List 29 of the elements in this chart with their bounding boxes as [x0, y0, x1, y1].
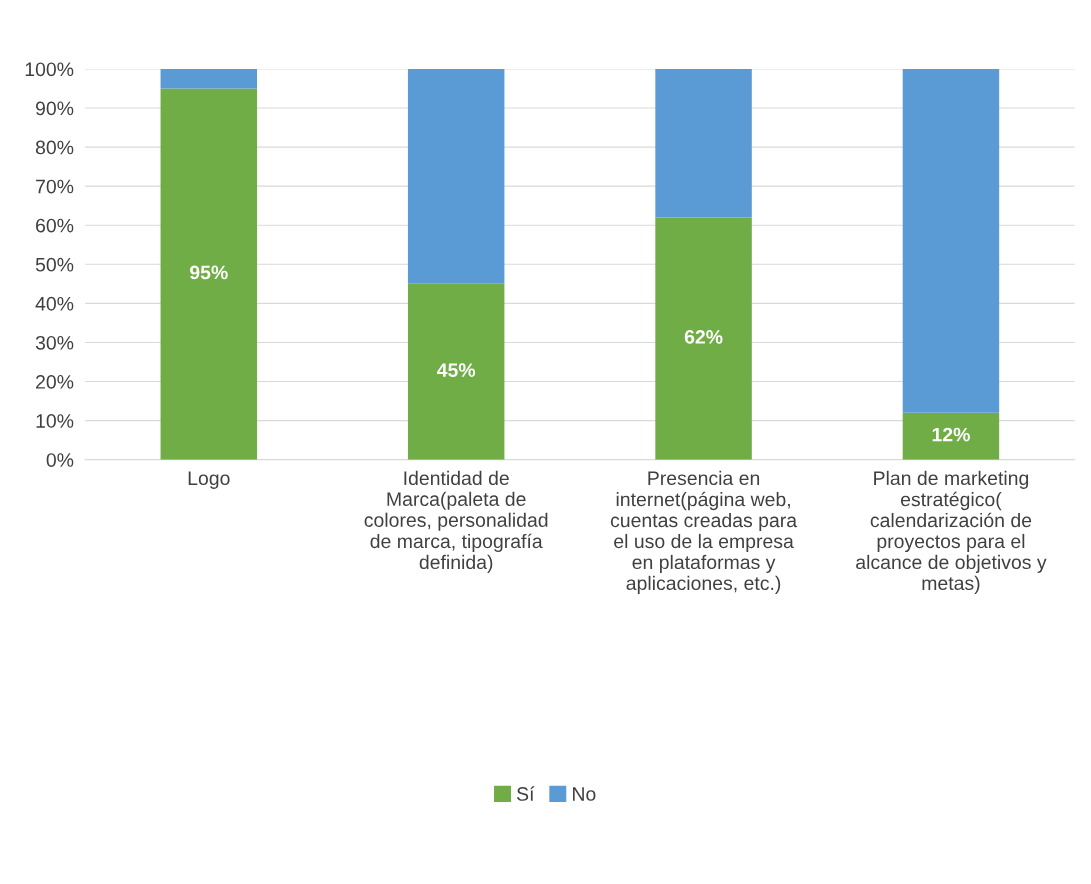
y-tick-label: 70%	[36, 179, 74, 194]
x-tick-label: Logo	[188, 471, 230, 489]
y-tick-label: 60%	[36, 218, 74, 233]
legend-label: Sí	[516, 786, 535, 801]
y-tick-label: 30%	[35, 335, 74, 350]
y-tick-label: 10%	[36, 414, 74, 428]
legend-label: No	[573, 787, 596, 801]
bar	[655, 68, 752, 218]
y-tick-label: 0%	[46, 453, 74, 467]
bar	[902, 68, 1000, 413]
y-tick-label: 50%	[35, 257, 74, 272]
y-tick-label: 20%	[36, 375, 74, 389]
x-tick-label: Plan de marketing estratégico( calendarización de proyectos para el alcance de objetivos y metas)	[856, 470, 1047, 594]
y-tick-label: 40%	[35, 296, 74, 311]
bar	[655, 217, 752, 460]
x-tick-label: Identidad de Marca(paleta de colores, personalidad de marca, tipografía definida)	[364, 470, 548, 573]
bar	[407, 68, 505, 284]
bar	[902, 412, 1000, 460]
bar	[407, 283, 505, 460]
data-label: 45%	[437, 363, 476, 377]
data-label: 12%	[932, 427, 970, 442]
bar	[160, 68, 258, 89]
y-tick-label: 90%	[35, 101, 74, 116]
data-label: 62%	[684, 330, 723, 344]
y-tick-label: 80%	[35, 140, 74, 155]
data-label: 95%	[190, 265, 228, 280]
x-tick-label: Presencia en internet(página web, cuentas creadas para el uso de la empresa en plataformas y aplicaciones, etc.)	[610, 470, 798, 594]
y-tick-label: 100%	[25, 62, 74, 77]
bar	[160, 88, 258, 460]
